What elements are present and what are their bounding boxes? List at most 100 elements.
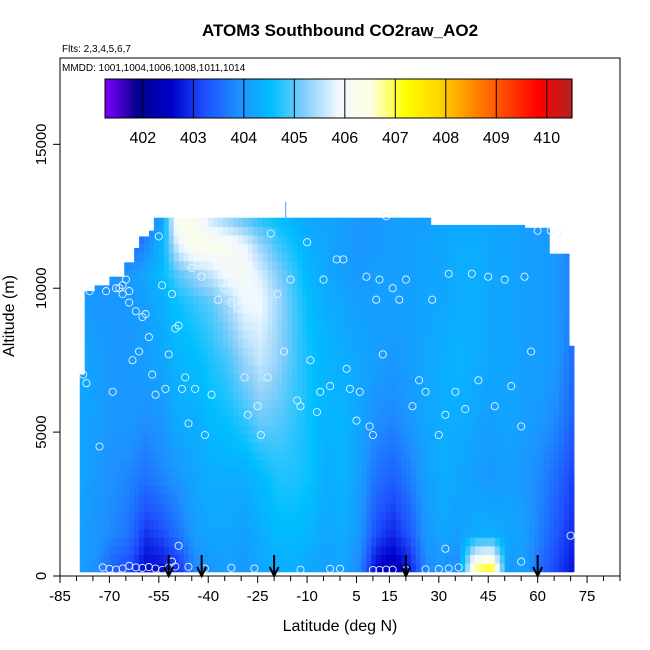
curtain-cell [208, 338, 214, 348]
curtain-cell [242, 278, 249, 288]
curtain-cell [455, 399, 461, 409]
curtain-cell [494, 554, 501, 564]
curtain-cell [89, 347, 96, 357]
curtain-cell [99, 485, 106, 495]
curtain-cell [237, 304, 244, 314]
curtain-cell [484, 234, 491, 245]
curtain-cell [470, 554, 476, 564]
curtain-cell [272, 295, 279, 305]
curtain-cell [153, 511, 160, 521]
curtain-cell [218, 304, 224, 314]
curtain-cell [158, 519, 165, 530]
curtain-cell [129, 373, 135, 383]
curtain-cell [292, 424, 298, 435]
curtain-cell [440, 224, 447, 227]
curtain-cell [326, 502, 333, 512]
curtain-cell [475, 416, 481, 426]
curtain-cell [208, 416, 214, 426]
curtain-cell [148, 312, 155, 322]
curtain-cell [455, 252, 461, 262]
curtain-cell [445, 312, 451, 322]
curtain-cell [396, 243, 402, 253]
curtain-cell [307, 407, 313, 417]
curtain-cell [153, 537, 160, 547]
curtain-cell [104, 373, 111, 383]
curtain-cell [267, 528, 274, 538]
curtain-cell [79, 563, 86, 573]
curtain-cell [336, 243, 343, 253]
curtain-cell [198, 217, 204, 227]
curtain-cell [193, 286, 199, 297]
curtain-cell [356, 243, 363, 253]
curtain-cell [188, 278, 195, 288]
curtain-cell [361, 450, 367, 461]
curtain-cell [371, 519, 377, 530]
curtain-cell [405, 545, 412, 556]
curtain-cell [564, 407, 570, 417]
colorbar-segment [534, 79, 538, 118]
curtain-cell [312, 476, 318, 486]
curtain-cell [228, 312, 234, 322]
curtain-cell [282, 329, 288, 340]
curtain-cell [129, 355, 135, 366]
curtain-cell [371, 278, 377, 288]
curtain-cell [470, 545, 476, 556]
curtain-cell [356, 217, 363, 227]
curtain-cell [460, 295, 466, 305]
curtain-cell [405, 338, 412, 348]
curtain-cell [312, 278, 318, 288]
curtain-cell [549, 373, 555, 383]
curtain-cell [509, 278, 516, 288]
curtain-cell [494, 528, 501, 538]
curtain-cell [307, 304, 313, 314]
curtain-cell [549, 554, 555, 564]
curtain-cell [203, 424, 209, 435]
curtain-cell [430, 528, 437, 538]
curtain-cell [168, 476, 175, 486]
colorbar-segment [282, 79, 286, 118]
curtain-cell [445, 476, 451, 486]
curtain-cell [292, 286, 298, 297]
curtain-cell [84, 485, 91, 495]
curtain-cell [465, 329, 471, 340]
curtain-cell [208, 364, 214, 374]
curtain-cell [223, 485, 229, 495]
curtain-cell [168, 493, 175, 504]
curtain-cell [381, 554, 387, 564]
colorbar-segment [331, 79, 335, 118]
curtain-cell [223, 442, 229, 452]
curtain-cell [445, 485, 451, 495]
colorbar-segment [268, 79, 272, 118]
curtain-cell [351, 485, 358, 495]
curtain-cell [396, 355, 402, 366]
curtain-cell [484, 433, 491, 443]
curtain-cell [346, 476, 353, 486]
curtain-cell [114, 329, 120, 340]
curtain-cell [272, 243, 279, 253]
curtain-cell [124, 424, 130, 435]
curtain-cell [148, 347, 155, 357]
curtain-cell [144, 433, 150, 443]
curtain-cell [564, 278, 570, 288]
curtain-cell [267, 450, 274, 461]
curtain-cell [341, 304, 348, 314]
curtain-cell [257, 364, 264, 374]
curtain-cell [549, 329, 555, 340]
curtain-cell [534, 485, 540, 495]
colorbar-segment [245, 79, 249, 118]
curtain-cell [544, 442, 550, 452]
curtain-cell [252, 260, 259, 271]
curtain-cell [158, 243, 165, 253]
curtain-cell [198, 260, 204, 271]
curtain-cell [524, 227, 531, 236]
curtain-cell [218, 545, 224, 556]
curtain-cell [396, 459, 402, 469]
curtain-cell [539, 528, 545, 538]
curtain-cell [396, 468, 402, 478]
curtain-cell [331, 260, 338, 271]
curtain-cell [307, 269, 313, 279]
data-point [454, 563, 463, 572]
curtain-cell [312, 493, 318, 504]
curtain-cell [539, 459, 545, 469]
curtain-cell [494, 278, 501, 288]
